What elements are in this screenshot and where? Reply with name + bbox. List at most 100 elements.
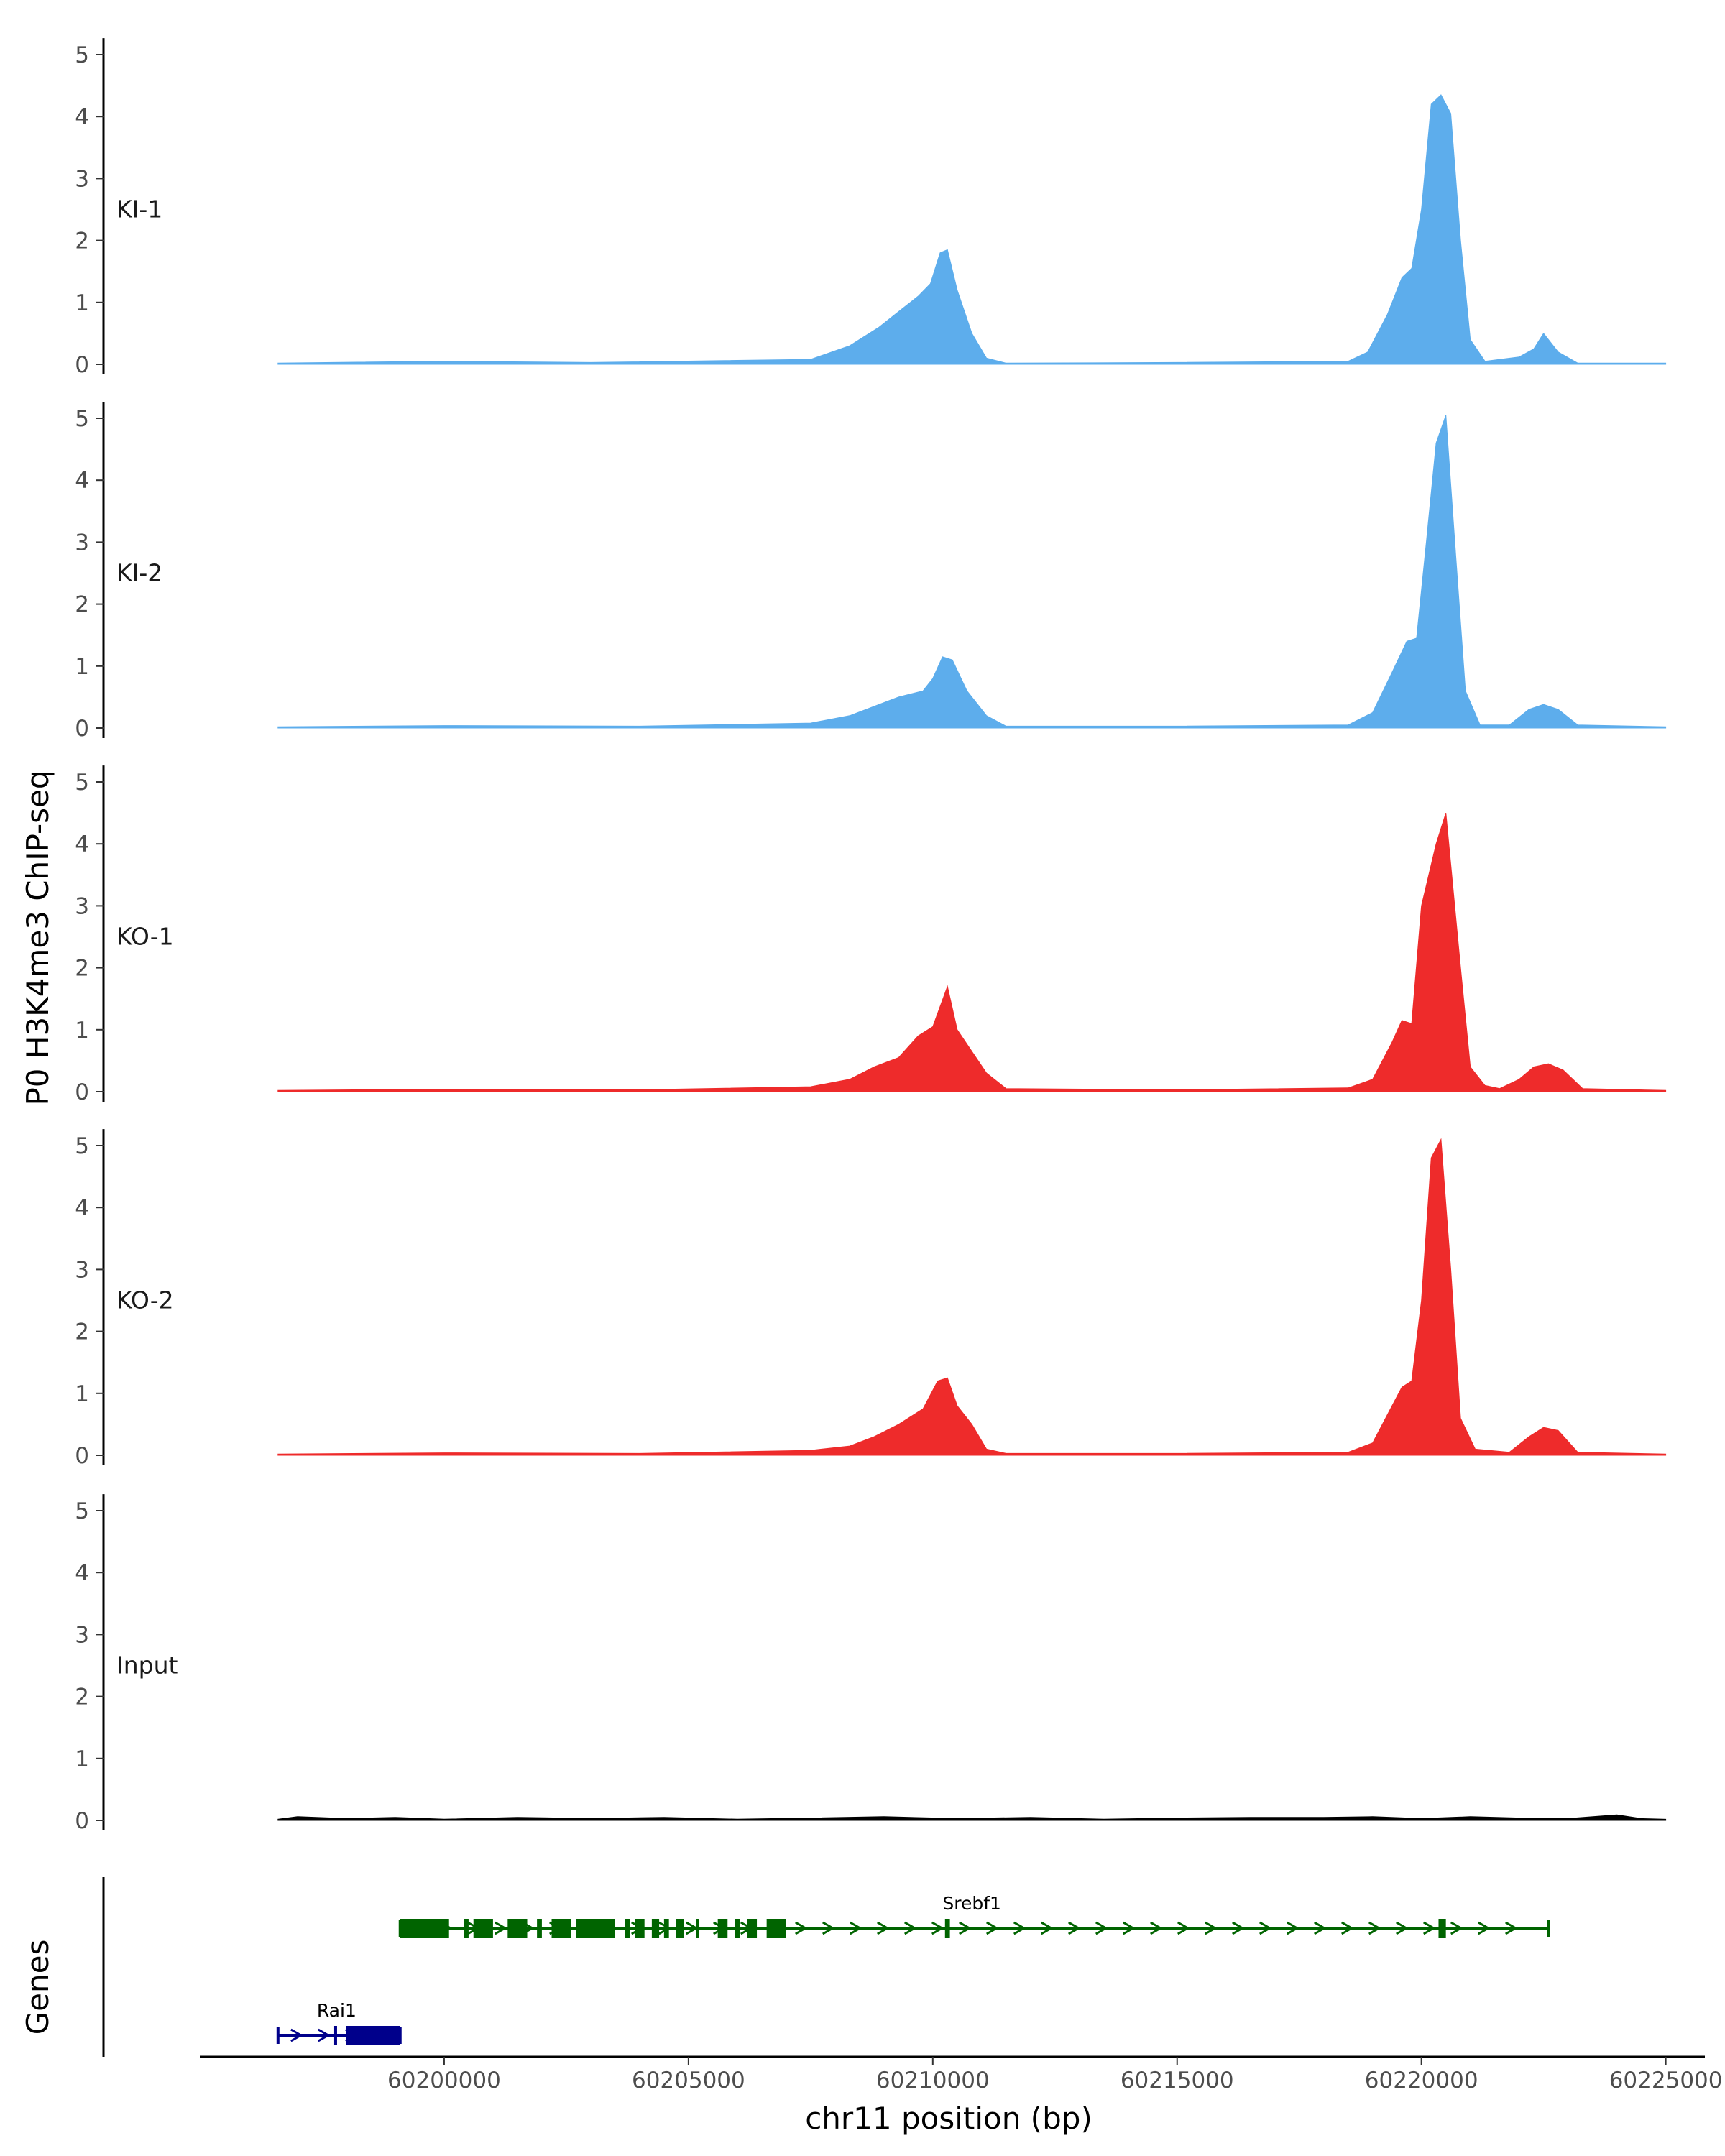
x-tick-label: 60210000 <box>876 2068 990 2093</box>
strand-arrow <box>904 1921 917 1935</box>
exon <box>747 1919 758 1938</box>
exon <box>625 1919 630 1938</box>
exon <box>400 1919 449 1938</box>
exon <box>551 1919 571 1938</box>
exon <box>507 1919 528 1938</box>
strand-arrow <box>959 1921 972 1935</box>
strand-arrow <box>290 2028 303 2042</box>
y-tick-label: 1 <box>75 654 89 680</box>
track-ki-1: 0 1 2 3 4 5 KI-1 <box>75 38 1667 378</box>
track-label: KO-1 <box>116 923 174 951</box>
strand-arrow <box>1287 1921 1300 1935</box>
strand-arrow <box>494 1921 507 1935</box>
y-tick-label: 3 <box>75 1622 89 1648</box>
track-label: Input <box>116 1651 178 1680</box>
y-tick-label: 3 <box>75 893 89 919</box>
strand-arrow <box>986 1921 999 1935</box>
track-ko-1: 0 1 2 3 4 5 KO-1 <box>75 765 1667 1105</box>
strand-arrow <box>1205 1921 1218 1935</box>
strand-arrow <box>1013 1921 1026 1935</box>
y-tick-label: 0 <box>75 1443 89 1469</box>
y-tick-label: 4 <box>75 1560 89 1586</box>
y-tick-label: 1 <box>75 1018 89 1044</box>
gene-srebf1: Srebf1 <box>398 1893 1550 1938</box>
exon <box>1438 1919 1446 1938</box>
y-tick-label: 5 <box>75 770 89 796</box>
y-tick-label: 5 <box>75 1498 89 1524</box>
y-tick-label: 1 <box>75 1381 89 1407</box>
exon <box>473 1919 493 1938</box>
exon <box>464 1919 469 1938</box>
gene-label: Rai1 <box>317 2000 356 2021</box>
track-input: 0 1 2 3 4 5 Input <box>75 1494 1667 1834</box>
x-tick-label: 60200000 <box>387 2068 501 2093</box>
strand-arrow <box>1450 1921 1463 1935</box>
y-tick-label: 5 <box>75 406 89 432</box>
strand-arrow <box>1368 1921 1381 1935</box>
exon <box>576 1919 615 1938</box>
strand-arrow <box>1505 1921 1518 1935</box>
strand-arrow <box>795 1921 808 1935</box>
track-ki-2: 0 1 2 3 4 5 KI-2 <box>75 402 1667 742</box>
y-tick-label: 2 <box>75 229 89 254</box>
signal-area-ko-2 <box>277 1138 1667 1456</box>
x-axis-title: chr11 position (bp) <box>805 2101 1092 2136</box>
strand-arrow <box>1232 1921 1245 1935</box>
strand-arrow <box>1341 1921 1354 1935</box>
strand-arrow <box>877 1921 890 1935</box>
strand-arrow <box>1478 1921 1491 1935</box>
exon <box>537 1919 542 1938</box>
signal-tracks: 0 1 2 3 4 5 KI-1 0 1 2 3 4 5 KI-2 0 1 2 3 4 5 KO-1 0 1 2 3 4 5 KO-2… <box>75 38 1667 1834</box>
strand-arrow <box>1314 1921 1327 1935</box>
y-tick-label: 2 <box>75 956 89 982</box>
y-axis-title: P0 H3K4me3 ChIP-seq <box>20 770 55 1105</box>
exon <box>676 1919 684 1938</box>
strand-arrow <box>1150 1921 1163 1935</box>
exon <box>735 1919 740 1938</box>
exon <box>696 1919 699 1938</box>
exon <box>766 1919 786 1938</box>
gene-label: Srebf1 <box>942 1893 1001 1914</box>
track-label: KI-2 <box>116 559 162 587</box>
strand-arrow <box>1259 1921 1272 1935</box>
strand-arrow <box>1177 1921 1190 1935</box>
strand-arrow <box>822 1921 835 1935</box>
strand-arrow <box>1041 1921 1054 1935</box>
strand-arrow <box>658 1921 671 1935</box>
strand-arrow <box>1123 1921 1136 1935</box>
y-tick-label: 1 <box>75 290 89 316</box>
signal-area-input <box>277 1814 1667 1821</box>
strand-arrow <box>318 2028 331 2042</box>
strand-arrow <box>850 1921 862 1935</box>
genes-axis-title: Genes <box>20 1940 55 2035</box>
exon <box>651 1919 660 1938</box>
strand-arrow <box>1396 1921 1409 1935</box>
y-tick-label: 5 <box>75 42 89 68</box>
y-tick-label: 0 <box>75 352 89 378</box>
track-label: KI-1 <box>116 195 162 224</box>
x-tick-label: 60220000 <box>1365 2068 1478 2093</box>
exon <box>334 2026 337 2045</box>
y-tick-label: 3 <box>75 530 89 556</box>
signal-area-ki-2 <box>277 415 1667 729</box>
exon <box>944 1919 950 1938</box>
y-tick-label: 2 <box>75 1319 89 1345</box>
y-tick-label: 5 <box>75 1133 89 1159</box>
track-label: KO-2 <box>116 1286 174 1314</box>
y-tick-label: 0 <box>75 1079 89 1105</box>
strand-arrow <box>932 1921 944 1935</box>
exon <box>346 2026 400 2045</box>
exon <box>717 1919 728 1938</box>
y-tick-label: 0 <box>75 716 89 742</box>
gene-rai1: Rai1 <box>276 2000 402 2045</box>
signal-area-ki-1 <box>277 94 1667 365</box>
y-tick-label: 1 <box>75 1746 89 1772</box>
strand-arrow <box>1068 1921 1081 1935</box>
x-tick-label: 60225000 <box>1609 2068 1723 2093</box>
y-tick-label: 0 <box>75 1808 89 1834</box>
y-tick-label: 3 <box>75 166 89 192</box>
y-tick-label: 4 <box>75 104 89 130</box>
y-tick-label: 4 <box>75 1195 89 1221</box>
y-tick-label: 2 <box>75 1685 89 1710</box>
